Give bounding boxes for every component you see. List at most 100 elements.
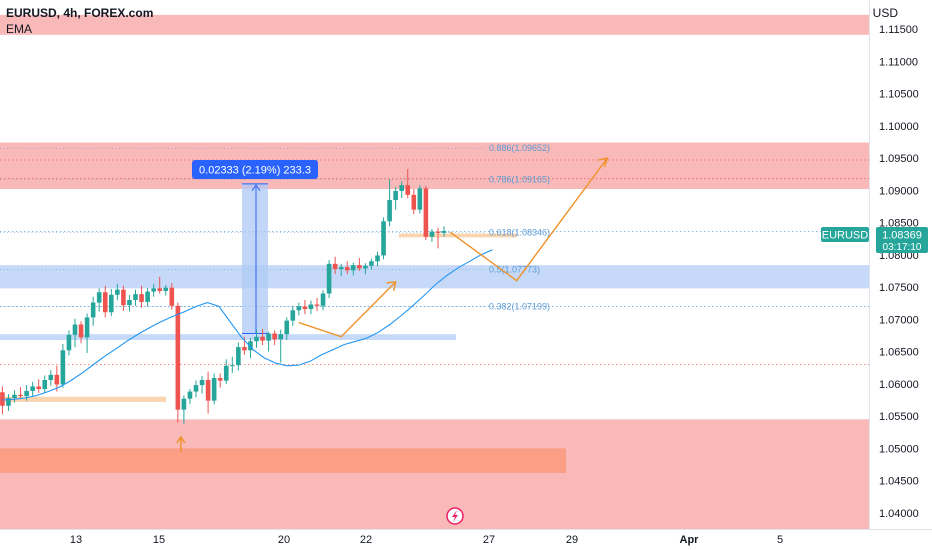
zone-supply-bottom-strong xyxy=(0,448,566,473)
candle xyxy=(272,330,277,346)
candle-body xyxy=(193,385,199,392)
candle-body xyxy=(145,291,150,302)
candle xyxy=(60,343,66,388)
candle xyxy=(6,394,11,411)
fib-level-label: 0.886(1.09652) xyxy=(489,143,550,153)
price-tick-label: 1.06000 xyxy=(879,379,919,391)
candle-body xyxy=(435,231,441,233)
candles-layer xyxy=(0,169,447,424)
candle xyxy=(284,317,290,340)
candle-body xyxy=(242,347,247,351)
candle-body xyxy=(115,289,120,295)
time-axis[interactable]: 13 15 20 22 27 29 Apr 5 xyxy=(70,534,783,546)
candle xyxy=(320,290,326,311)
candle-body xyxy=(84,317,90,338)
price-tag-countdown: 03:17:10 xyxy=(883,242,922,253)
candle xyxy=(163,285,169,296)
candle xyxy=(248,338,253,359)
measure-arrow-head xyxy=(251,183,261,192)
up-arrow-head xyxy=(176,435,186,444)
candle xyxy=(12,390,17,403)
price-tick-label: 1.10000 xyxy=(879,121,919,133)
candle-body xyxy=(175,305,181,410)
zone-supply-mid xyxy=(0,142,869,190)
price-tick-label: 1.11000 xyxy=(879,56,918,68)
price-tick-label: 1.05000 xyxy=(879,443,919,455)
candle-body xyxy=(12,394,17,399)
candle xyxy=(157,276,162,294)
candle-body xyxy=(6,398,11,406)
time-tick-label: 29 xyxy=(566,534,578,546)
candle xyxy=(278,329,283,363)
candle xyxy=(54,365,60,392)
candle-body xyxy=(423,188,429,237)
candle xyxy=(181,395,187,424)
candle xyxy=(308,300,314,315)
price-tick-label: 1.11500 xyxy=(879,24,918,36)
measure-label-box[interactable] xyxy=(192,160,318,179)
measure-tool[interactable]: 0.02333 (2.19%) 233.3 xyxy=(192,160,318,335)
candle-body xyxy=(326,263,332,294)
candle-body xyxy=(393,190,398,200)
candle-body xyxy=(260,336,265,341)
candle-body xyxy=(332,263,338,270)
candle-body xyxy=(411,194,417,210)
time-tick-label: 5 xyxy=(777,534,783,546)
candle xyxy=(139,285,144,308)
ema-line xyxy=(2,249,493,401)
candle-body xyxy=(236,347,241,366)
candle xyxy=(18,387,23,400)
time-tick-label: 15 xyxy=(153,534,165,546)
candle xyxy=(84,313,90,353)
projection-path xyxy=(449,157,608,282)
candle-body xyxy=(441,230,447,233)
candle xyxy=(205,371,211,414)
candle xyxy=(199,376,205,394)
candle xyxy=(411,189,417,215)
price-tick-label: 1.07500 xyxy=(879,282,919,294)
candle xyxy=(211,373,217,405)
time-tick-label: 20 xyxy=(278,534,290,546)
candle xyxy=(109,289,114,317)
candle-body xyxy=(363,265,368,269)
candle-body xyxy=(266,333,271,341)
candle xyxy=(187,389,193,404)
candle-body xyxy=(151,288,156,292)
candle xyxy=(338,263,344,277)
symbol-title[interactable]: EURUSD, 4h, FOREX.com xyxy=(6,6,154,20)
candle-body xyxy=(127,299,132,306)
candle xyxy=(357,258,362,271)
candle-body xyxy=(357,265,362,269)
candle-body xyxy=(320,293,326,306)
candle-body xyxy=(278,334,283,340)
candle-body xyxy=(405,185,411,195)
candle-body xyxy=(211,378,217,401)
candle xyxy=(217,373,223,388)
candle xyxy=(369,258,374,270)
candle xyxy=(145,287,150,307)
candle xyxy=(260,329,265,346)
price-tick-label: 1.05500 xyxy=(879,411,919,423)
candle-body xyxy=(102,292,108,313)
candle-body xyxy=(24,390,29,397)
price-tick-label: 1.04500 xyxy=(879,476,919,488)
candle xyxy=(96,288,102,312)
candle xyxy=(42,375,48,394)
candle-body xyxy=(369,261,374,266)
indicator-label[interactable]: EMA xyxy=(6,22,33,36)
candle-body xyxy=(230,365,235,367)
dotted-levels-layer xyxy=(0,159,869,365)
candle xyxy=(423,185,429,240)
candle xyxy=(405,169,411,199)
lightning-icon[interactable] xyxy=(446,507,464,525)
candle xyxy=(302,299,308,315)
candle xyxy=(344,261,350,275)
candle-body xyxy=(399,185,404,191)
price-tag-symbol: EURUSD xyxy=(822,230,869,242)
candle xyxy=(236,342,241,371)
candle-body xyxy=(90,302,96,318)
zone-supply-top xyxy=(0,14,869,35)
time-tick-label: Apr xyxy=(680,534,700,546)
price-axis[interactable]: 1.11500 1.11000 1.10500 1.10000 1.09500 1.090… xyxy=(879,24,919,520)
